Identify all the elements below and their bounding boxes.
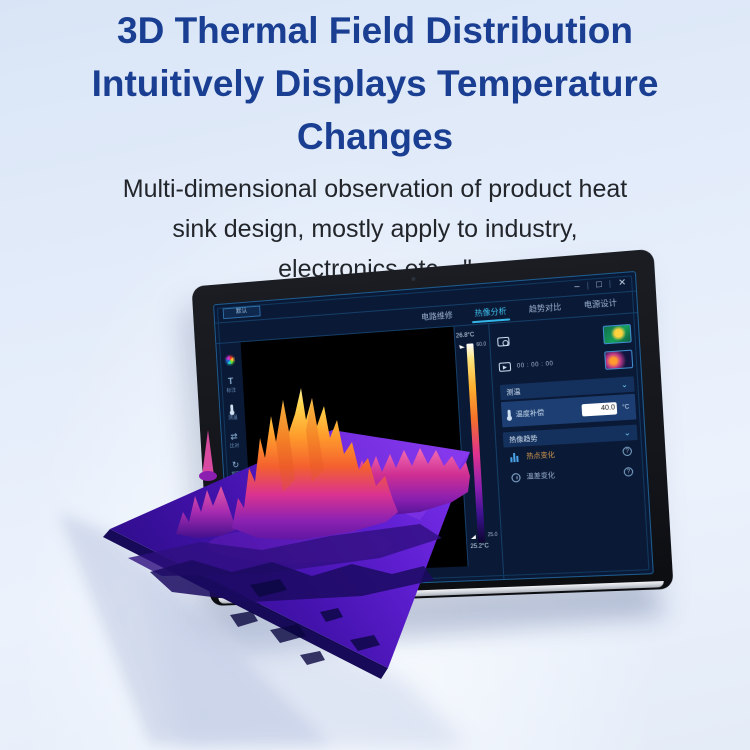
title-line-1: 3D Thermal Field Distribution xyxy=(117,10,633,51)
hero-section: 3D Thermal Field Distribution Intuitivel… xyxy=(0,4,750,289)
control-separator: | xyxy=(608,278,612,288)
window-controls: – | □ | ✕ xyxy=(574,276,626,291)
subtitle-line-1: Multi-dimensional observation of product… xyxy=(122,175,628,203)
webcam-icon xyxy=(411,276,417,282)
temp-diff-change-label: 温差变化 xyxy=(526,472,556,481)
rotate-icon: ↻ xyxy=(231,459,240,470)
temperature-colorbar xyxy=(466,343,486,543)
app-logo-tab[interactable]: 默认 xyxy=(222,305,261,319)
scale-max-marker[interactable] xyxy=(459,343,465,349)
text-tool-icon: T xyxy=(227,376,234,387)
tab-trend-compare[interactable]: 趋势对比 xyxy=(528,302,562,314)
right-panel: 00 : 00 : 00 测温 ⌄ 温度补偿 °C 热像趋势 ⌄ xyxy=(488,313,653,580)
thermal-app-window: 默认 – | □ | ✕ 电路维修 热像分析 趋势对比 电源设计 xyxy=(213,270,654,591)
close-button[interactable]: ✕ xyxy=(617,276,627,288)
rotate-tool-label: 旋转 xyxy=(231,471,242,478)
maximize-button[interactable]: □ xyxy=(595,278,602,290)
thermal-thumbnail-2[interactable] xyxy=(604,349,634,370)
laptop-device: 默认 – | □ | ✕ 电路维修 热像分析 趋势对比 电源设计 xyxy=(191,248,674,607)
compensation-value-input[interactable] xyxy=(581,401,618,416)
title-line-3: Changes xyxy=(296,116,454,157)
bar-chart-icon xyxy=(510,452,521,462)
palette-tool-button[interactable] xyxy=(223,354,235,366)
thermometer-icon xyxy=(230,404,234,414)
compare-arrows-icon: ⇄ xyxy=(230,431,238,442)
scale-min-marker[interactable] xyxy=(470,534,476,540)
thermal-canvas[interactable] xyxy=(240,326,469,576)
scale-max-label: 26.8°C xyxy=(455,332,475,340)
compare-tool-button[interactable]: ⇄ 比对 xyxy=(229,431,240,450)
scale-min-tick: 25.0 xyxy=(487,531,498,539)
thermometer-tool-button[interactable]: 测温 xyxy=(227,404,238,421)
subtitle-line-2: sink design, mostly apply to industry, xyxy=(172,215,578,243)
clock-icon xyxy=(511,472,521,483)
thermometer-icon xyxy=(507,409,511,419)
chevron-down-icon: ⌄ xyxy=(623,427,632,438)
chevron-down-icon: ⌄ xyxy=(620,379,629,389)
minimize-button[interactable]: – xyxy=(574,280,580,292)
measure-section-title: 测温 xyxy=(506,388,521,397)
compare-tool-label: 比对 xyxy=(229,443,240,450)
thermal-thumbnail-1[interactable] xyxy=(602,323,632,344)
page-subtitle: Multi-dimensional observation of product… xyxy=(0,169,750,289)
page-title: 3D Thermal Field Distribution Intuitivel… xyxy=(0,4,750,163)
info-icon[interactable]: ? xyxy=(623,466,634,477)
hotspot-change-label: 热点变化 xyxy=(526,451,556,461)
trend-section-title: 热像趋势 xyxy=(509,434,538,444)
control-separator: | xyxy=(586,280,590,290)
palette-icon xyxy=(223,354,235,366)
compensation-label: 温度补偿 xyxy=(515,409,545,418)
tab-circuit-repair[interactable]: 电路维修 xyxy=(420,310,453,322)
scale-max-tick: 60.0 xyxy=(476,341,487,349)
scale-min-label: 25.2°C xyxy=(470,543,489,551)
app-content: T 标注 测温 ⇄ 比对 ↻ 旋转 26.8°C xyxy=(216,313,653,590)
camera-capture-button[interactable] xyxy=(497,336,510,347)
rotate-tool-button[interactable]: ↻ 旋转 xyxy=(231,460,241,478)
title-line-2: Intuitively Displays Temperature xyxy=(91,63,659,104)
tab-thermal-analysis[interactable]: 热像分析 xyxy=(463,302,518,325)
compensation-unit: °C xyxy=(622,403,630,411)
text-tool-label: 标注 xyxy=(226,387,237,395)
text-tool-button[interactable]: T 标注 xyxy=(226,376,236,394)
info-icon[interactable]: ? xyxy=(622,445,633,456)
video-record-button[interactable] xyxy=(498,362,512,372)
tab-power-design[interactable]: 电源设计 xyxy=(583,298,618,310)
record-timer: 00 : 00 : 00 xyxy=(516,360,554,370)
